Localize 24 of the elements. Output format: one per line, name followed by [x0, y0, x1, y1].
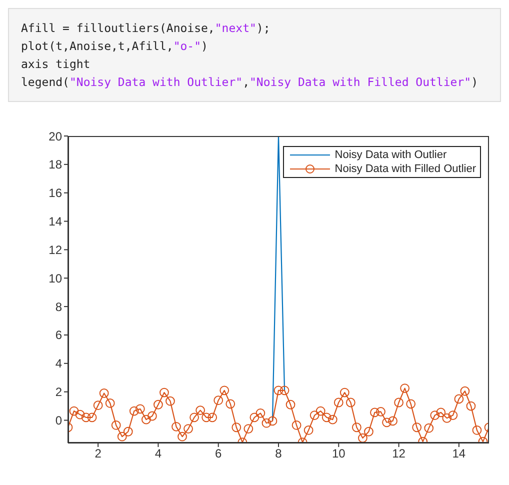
y-tick-label: 8	[55, 300, 62, 314]
x-tick-label: 10	[332, 446, 346, 461]
y-tick-label: 0	[55, 414, 62, 428]
y-tick-label: 4	[55, 356, 62, 371]
text: plot(t,Anoise,t,Afill,"o-")	[21, 39, 208, 53]
legend-label: Noisy Data with Filled Outlier	[334, 162, 476, 176]
x-tick-label: 14	[452, 446, 466, 461]
x-tick-label: 2	[94, 446, 102, 461]
text: legend("Noisy Data with Outlier","Noisy Data with Filled Outlier")	[21, 75, 478, 89]
y-tick-label: 6	[55, 328, 62, 342]
y-tick-label: 2	[55, 385, 62, 400]
y-tick-label: 18	[48, 158, 62, 172]
text: Afill = filloutliers(Anoise,"next");	[21, 21, 270, 35]
x-tick-label: 6	[215, 446, 222, 461]
x-tick-label: 4	[154, 446, 162, 461]
y-tick-label: 14	[48, 214, 62, 229]
legend-label: Noisy Data with Outlier	[334, 148, 447, 162]
text: axis tight	[21, 57, 90, 71]
y-tick-label: 12	[48, 242, 62, 257]
x-tick-label: 12	[392, 446, 406, 461]
y-tick-label: 16	[48, 186, 62, 200]
x-tick-label: 8	[275, 446, 282, 461]
y-tick-label: 20	[48, 129, 62, 144]
y-tick-label: 10	[48, 271, 62, 286]
